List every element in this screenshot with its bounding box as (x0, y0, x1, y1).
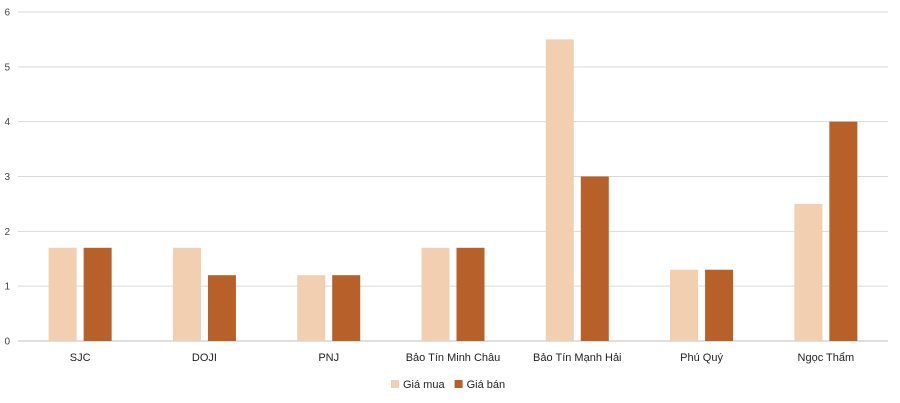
x-tick-label: Bảo Tín Mạnh Hải (533, 352, 621, 364)
legend-swatch (454, 380, 463, 388)
bar-gia-ban (829, 121, 858, 342)
bar-gia-mua (794, 203, 823, 341)
legend-label: Giá bán (467, 379, 506, 391)
bar-gia-ban (580, 176, 609, 341)
bar-gia-ban (456, 247, 485, 341)
bars (48, 39, 858, 342)
bar-gia-mua (670, 269, 699, 341)
y-tick-label: 1 (4, 282, 10, 293)
x-tick-label: SJC (70, 352, 91, 364)
bar-gia-ban (207, 275, 236, 341)
y-tick-label: 3 (4, 172, 10, 183)
bar-gia-mua (172, 247, 201, 341)
y-tick-label: 5 (4, 62, 10, 73)
bar-gia-mua (545, 39, 574, 342)
x-tick-label: Phú Quý (680, 352, 723, 364)
bar-gia-mua (297, 275, 326, 341)
x-tick-label: Ngọc Thẩm (798, 352, 855, 364)
y-tick-label: 4 (4, 117, 10, 128)
legend: Giá mua Giá bán (391, 379, 505, 391)
bar-gia-mua (48, 247, 77, 341)
gridlines (18, 11, 888, 342)
y-tick-label: 2 (4, 227, 10, 238)
x-tick-label: DOJI (192, 352, 217, 364)
bar-gia-ban (705, 269, 734, 341)
x-axis-labels: SJC DOJI PNJ Bảo Tín Minh Châu Bảo Tín Mạnh … (70, 352, 854, 364)
legend-swatch (391, 380, 399, 388)
x-tick-label: PNJ (318, 352, 339, 364)
y-axis-ticks: 0 1 2 3 4 5 6 (4, 8, 10, 348)
y-tick-label: 6 (4, 8, 10, 19)
x-tick-label: Bảo Tín Minh Châu (406, 352, 501, 364)
bar-gia-ban (83, 247, 112, 341)
bar-gia-mua (421, 247, 450, 341)
y-tick-label: 0 (4, 337, 10, 348)
bar-gia-ban (332, 275, 361, 341)
legend-label: Giá mua (403, 379, 445, 391)
